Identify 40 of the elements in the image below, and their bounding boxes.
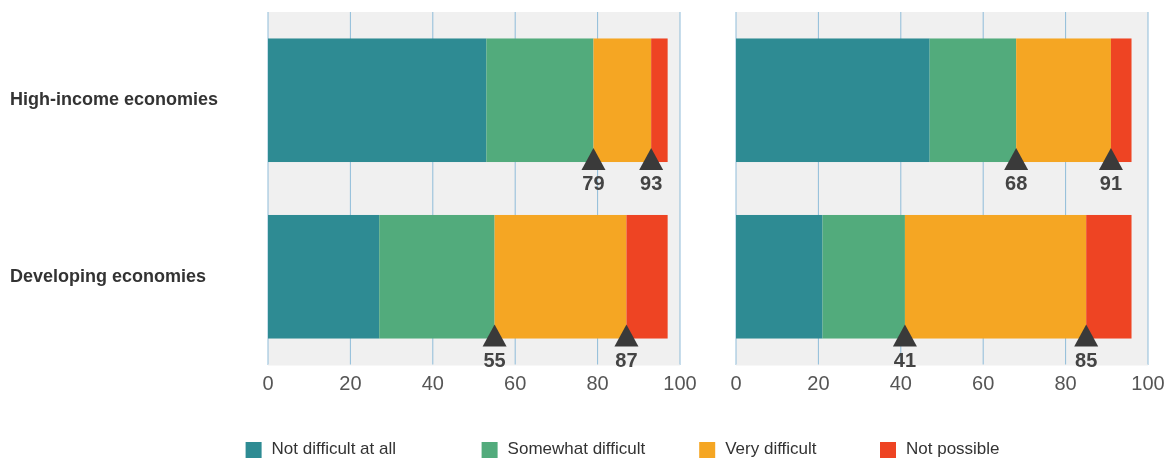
bar	[904, 214, 1087, 339]
legend-label: Not difficult at all	[271, 439, 397, 459]
x-tick-label: 100	[1131, 372, 1165, 394]
annotation: 91	[1099, 172, 1123, 195]
annotation: 79	[582, 172, 605, 195]
bar	[268, 38, 487, 163]
bar	[736, 214, 823, 339]
annotation: 85	[1075, 348, 1098, 371]
x-tick-label: 60	[972, 372, 995, 394]
legend-label: Somewhat difficult	[507, 439, 646, 459]
x-tick-label: 0	[730, 372, 742, 394]
x-tick-label: 0	[262, 372, 274, 394]
annotation: 41	[893, 348, 917, 371]
bar	[486, 38, 594, 163]
x-tick-label: 40	[889, 372, 912, 394]
x-tick-label: 60	[504, 372, 527, 394]
annotation: 68	[1005, 172, 1028, 195]
y-tick-label: High-income economies	[10, 89, 219, 109]
bar	[626, 214, 668, 339]
bar	[822, 214, 905, 339]
annotation: 93	[640, 172, 663, 195]
annotation: 55	[483, 348, 506, 371]
bar	[736, 38, 930, 163]
x-tick-label: 80	[586, 372, 609, 394]
annotation: 87	[615, 348, 638, 371]
y-tick-label: Developing economies	[10, 265, 207, 286]
bar	[268, 214, 380, 339]
bar	[593, 38, 652, 163]
bar	[929, 38, 1017, 163]
bar	[379, 214, 495, 339]
legend-label: Very difficult	[725, 439, 817, 459]
x-tick-label: 20	[807, 372, 830, 394]
bar	[1016, 38, 1111, 163]
bar	[494, 214, 627, 339]
x-tick-label: 40	[421, 372, 444, 394]
x-tick-label: 100	[663, 372, 697, 394]
x-tick-label: 80	[1054, 372, 1077, 394]
legend-label: Not possible	[906, 439, 1000, 459]
x-tick-label: 20	[339, 372, 362, 394]
bar	[1086, 214, 1132, 339]
